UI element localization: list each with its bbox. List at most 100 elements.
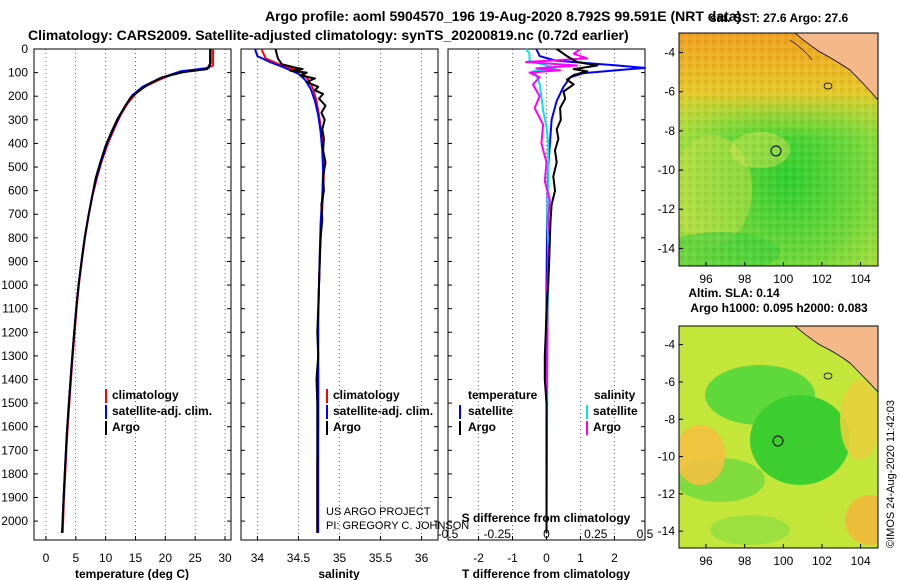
land-mass: [794, 33, 878, 101]
x-tick-label: 2: [611, 551, 618, 565]
depth-tick-label: 1900: [1, 491, 28, 505]
series-temperature-satellite: [535, 48, 646, 533]
series-climatology: [260, 48, 325, 533]
depth-tick-label: 1300: [1, 349, 28, 363]
sla-map-frame: [678, 325, 879, 549]
float-position-marker: [772, 435, 784, 447]
legend-argo: Argo: [112, 420, 140, 434]
x-tick-label: -1: [507, 551, 518, 565]
depth-axis: 0 100 200 300 400 500 600 700 800 900 1000 1100 1200…: [1, 42, 645, 528]
lon-tick-label: 96: [699, 554, 713, 568]
x-tick-label: 15: [129, 551, 143, 565]
temperature-panel-frame: [33, 48, 232, 541]
series-satellite-adj-clim-: [61, 49, 212, 533]
legend-sal-satellite: satellite: [593, 404, 638, 418]
sst-map: [679, 33, 878, 266]
salinity-legend: climatology satellite-adj. clim. Argo: [326, 388, 433, 435]
lon-tick-label: 98: [738, 554, 752, 568]
credit-project: US ARGO PROJECT: [326, 506, 431, 518]
depth-tick-label: 700: [8, 207, 28, 221]
difference-plot: -2 -1 0 1 2 -0.5 -0.25 0 0.25 0.5: [438, 48, 654, 565]
legend-temperature-head: temperature: [468, 388, 538, 402]
series-argo: [274, 48, 327, 533]
x-tick-label: 10: [99, 551, 113, 565]
series-argo-temperature: [543, 48, 599, 533]
lat-tick-label: -10: [658, 163, 676, 177]
depth-tick-label: 400: [8, 136, 28, 150]
depth-tick-label: 1100: [2, 302, 28, 316]
lon-tick-label: 100: [773, 272, 793, 286]
salinity-panel-frame: [240, 48, 439, 541]
series-satellite-adj-clim-: [254, 48, 325, 533]
lon-tick-label: 98: [738, 272, 752, 286]
series-climatology: [61, 49, 215, 533]
lat-tick-label: -12: [658, 202, 676, 216]
x-tick-label: 1: [577, 551, 584, 565]
temperature-xlabel: temperature (deg C): [75, 567, 189, 580]
island-outline: [823, 372, 833, 380]
x-tick-label: 25: [189, 551, 203, 565]
lat-tick-label: -12: [658, 487, 676, 501]
s-diff-tick-label: -0.5: [438, 527, 459, 541]
s-diff-tick-label: 0.25: [584, 527, 608, 541]
legend-satellite-adj: satellite-adj. clim.: [112, 404, 212, 418]
temperature-legend: climatology satellite-adj. clim. Argo: [105, 388, 212, 435]
depth-tick-label: 100: [8, 66, 28, 80]
depth-tick-label: 1200: [1, 325, 28, 339]
difference-xlabel: T difference from climatology: [462, 567, 630, 580]
depth-tick-label: 800: [8, 231, 28, 245]
depth-tick-label: 300: [8, 113, 28, 127]
depth-tick-label: 1400: [1, 372, 28, 386]
lat-tick-label: -8: [664, 412, 675, 426]
sla-map-title-2: Argo h1000: 0.095 h2000: 0.083: [690, 301, 868, 315]
depth-tick-label: 1600: [1, 420, 28, 434]
x-tick-label: 30: [218, 551, 232, 565]
x-tick-label: -2: [473, 551, 484, 565]
lat-tick-label: -14: [658, 241, 676, 255]
difference-legend: temperature salinity satellite Argo sate…: [459, 388, 638, 435]
x-tick-label: 0: [543, 551, 550, 565]
x-tick-label: 20: [159, 551, 173, 565]
lon-tick-label: 102: [812, 272, 832, 286]
x-tick-label: 35: [333, 551, 347, 565]
legend-satellite-adj: satellite-adj. clim.: [333, 404, 433, 418]
depth-tick-label: 0: [21, 42, 28, 56]
s-diff-tick-label: -0.25: [484, 527, 512, 541]
series-argo: [61, 49, 212, 533]
lon-tick-label: 102: [812, 554, 832, 568]
lat-tick-label: -14: [658, 524, 676, 538]
x-tick-label: 35.5: [369, 551, 393, 565]
depth-tick-label: 1800: [1, 467, 28, 481]
lon-tick-label: 104: [851, 272, 871, 286]
lat-tick-label: -6: [664, 85, 675, 99]
lat-tick-label: -8: [664, 124, 675, 138]
float-position-marker: [770, 145, 782, 157]
depth-tick-label: 1500: [1, 396, 28, 410]
lon-tick-label: 104: [851, 554, 871, 568]
x-tick-label: 36: [415, 551, 429, 565]
legend-sal-argo: Argo: [593, 420, 621, 434]
sst-map-title: sat. SST: 27.6 Argo: 27.6: [710, 11, 849, 25]
x-tick-label: 34.5: [287, 551, 311, 565]
s-diff-tick-label: 0.5: [637, 527, 654, 541]
depth-tick-label: 2000: [1, 514, 28, 528]
depth-tick-label: 500: [8, 160, 28, 174]
lat-tick-label: -4: [664, 338, 675, 352]
credit-pi: PI: GREGORY C. JOHNSON: [326, 520, 469, 532]
sla-map-ticks: 96 98 100 102 104 -4 -6 -8 -10 -12 -14: [658, 338, 871, 568]
sla-map: [679, 326, 878, 548]
lon-tick-label: 100: [773, 554, 793, 568]
temperature-plot: 0 5 10 15 20 25 30: [43, 49, 232, 565]
series-argo-salinity: [525, 48, 589, 533]
legend-climatology: climatology: [333, 388, 400, 402]
depth-tick-label: 200: [8, 89, 28, 103]
x-tick-label: 5: [72, 551, 79, 565]
lat-tick-label: -4: [664, 46, 675, 60]
legend-temp-satellite: satellite: [468, 404, 513, 418]
depth-tick-label: 1000: [1, 278, 28, 292]
imos-timestamp: ©IMOS 24-Aug-2020 11:42:03: [885, 400, 897, 548]
lat-tick-label: -10: [658, 450, 676, 464]
legend-climatology: climatology: [112, 388, 179, 402]
sst-map-frame: [678, 32, 879, 267]
